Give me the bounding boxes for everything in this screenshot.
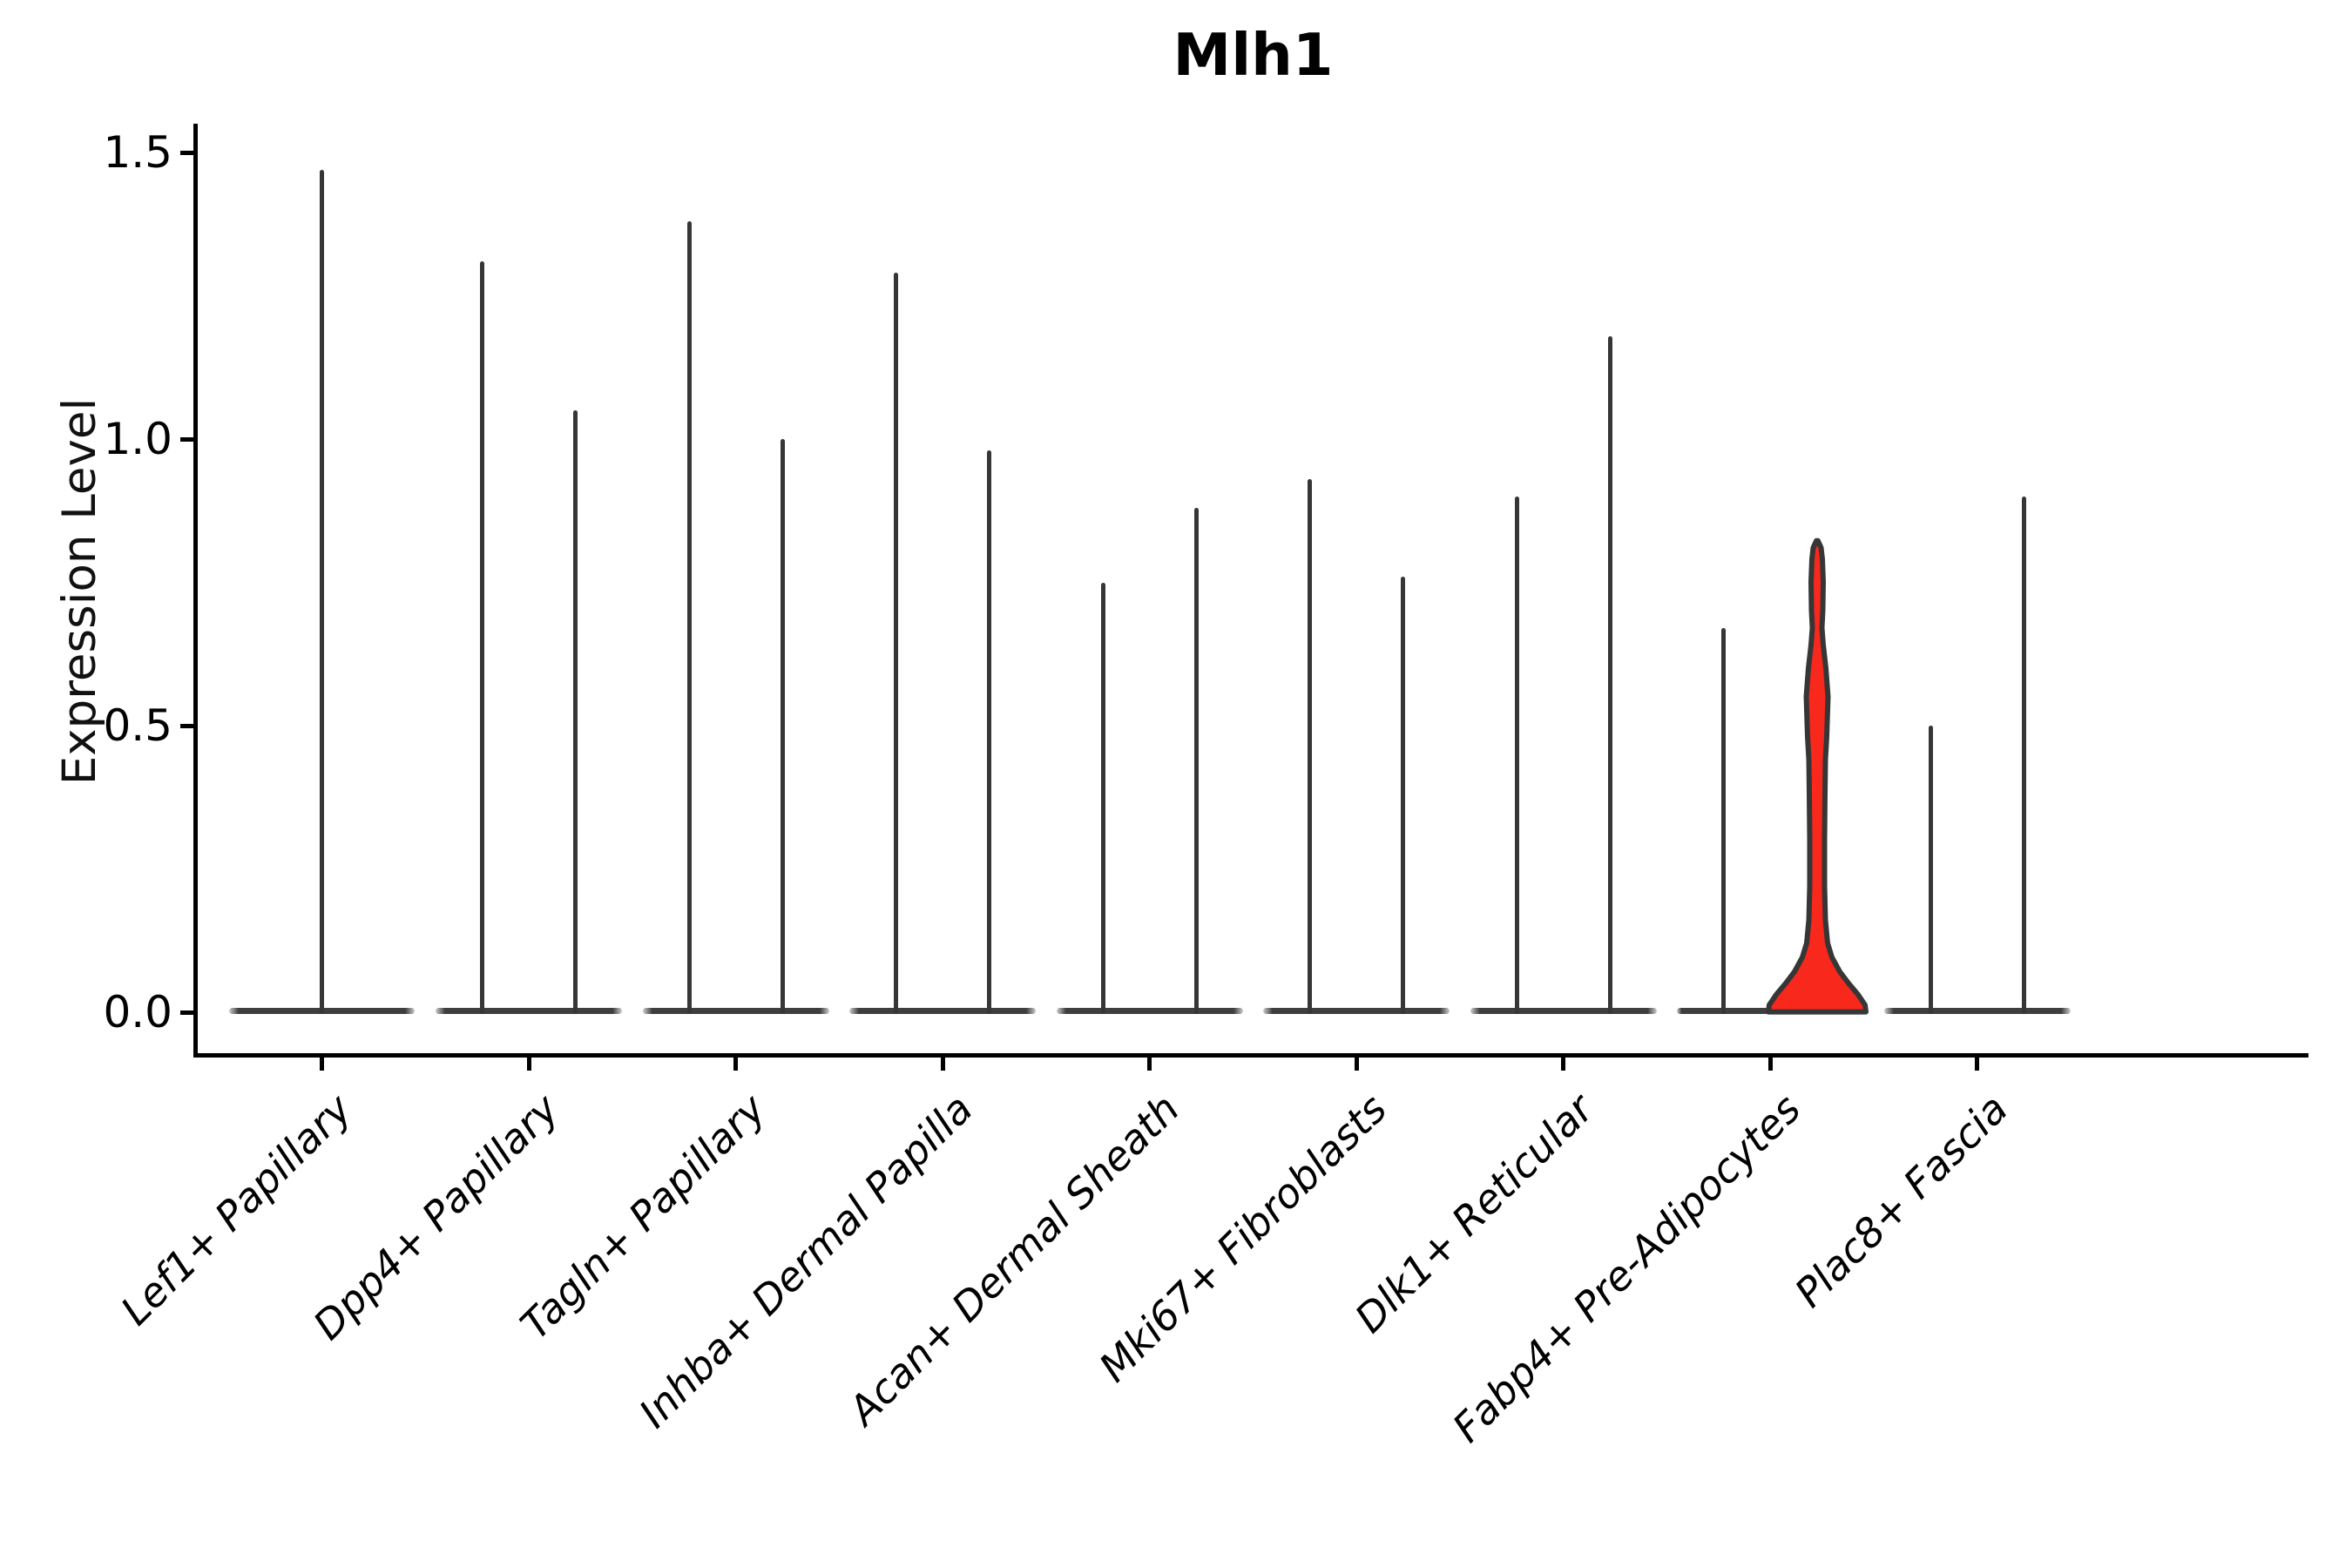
y-tick-label: 0.0	[103, 987, 172, 1037]
violin-base-bar	[642, 1008, 829, 1014]
highlighted-violin	[1765, 538, 1869, 1016]
x-tick-label: Inhba+ Dermal Papilla	[630, 1085, 982, 1437]
plot-title: Mlh1	[1173, 21, 1334, 89]
violin-spike	[480, 261, 485, 1014]
x-tick-label: Acan+ Dermal Sheath	[840, 1085, 1189, 1435]
x-tick	[1561, 1053, 1566, 1071]
y-tick	[180, 436, 198, 442]
violin-spike	[894, 273, 899, 1014]
violin-spike	[1514, 496, 1519, 1014]
x-tick	[320, 1053, 325, 1071]
x-tick-label: Plac8+ Fascia	[1785, 1085, 2017, 1316]
x-tick	[940, 1053, 945, 1071]
y-axis-title: Expression Level	[53, 397, 106, 786]
y-tick	[180, 150, 198, 155]
x-tick	[1354, 1053, 1359, 1071]
x-axis-spine	[193, 1053, 2308, 1058]
violin-spike	[573, 410, 578, 1014]
violin-base-bar	[1056, 1008, 1243, 1014]
x-tick	[526, 1053, 531, 1071]
violin-base-bar	[849, 1008, 1037, 1014]
violin-base-bar	[1470, 1008, 1657, 1014]
violin-spike	[987, 450, 992, 1014]
highlighted-violin-path	[1765, 538, 1869, 1016]
violin-spike	[1721, 628, 1727, 1014]
y-tick	[180, 1010, 198, 1015]
x-tick-label: Fabp4+ Pre-Adipocytes	[1443, 1085, 1810, 1452]
violin-spike	[686, 220, 692, 1014]
violin-spike	[1401, 576, 1406, 1014]
y-tick-label: 1.5	[103, 127, 172, 178]
violin-spike	[780, 439, 785, 1014]
y-tick	[180, 723, 198, 728]
y-axis-spine	[193, 124, 198, 1058]
violin-spike	[1607, 335, 1612, 1014]
violin-spike	[1193, 507, 1199, 1014]
y-tick-label: 1.0	[103, 414, 172, 464]
violin-base-bar	[1884, 1008, 2071, 1014]
violin-spike	[1100, 582, 1105, 1014]
violin-base-bar	[436, 1008, 622, 1014]
x-tick	[1147, 1053, 1152, 1071]
x-tick	[733, 1053, 739, 1071]
violin-spike	[1928, 726, 1933, 1014]
violin-base-bar	[1263, 1008, 1450, 1014]
y-tick-label: 0.5	[103, 700, 172, 751]
violin-spike	[1308, 479, 1313, 1014]
violin-spike	[2021, 496, 2026, 1014]
x-tick	[1975, 1053, 1980, 1071]
x-tick	[1767, 1053, 1773, 1071]
violin-spike	[320, 169, 325, 1014]
